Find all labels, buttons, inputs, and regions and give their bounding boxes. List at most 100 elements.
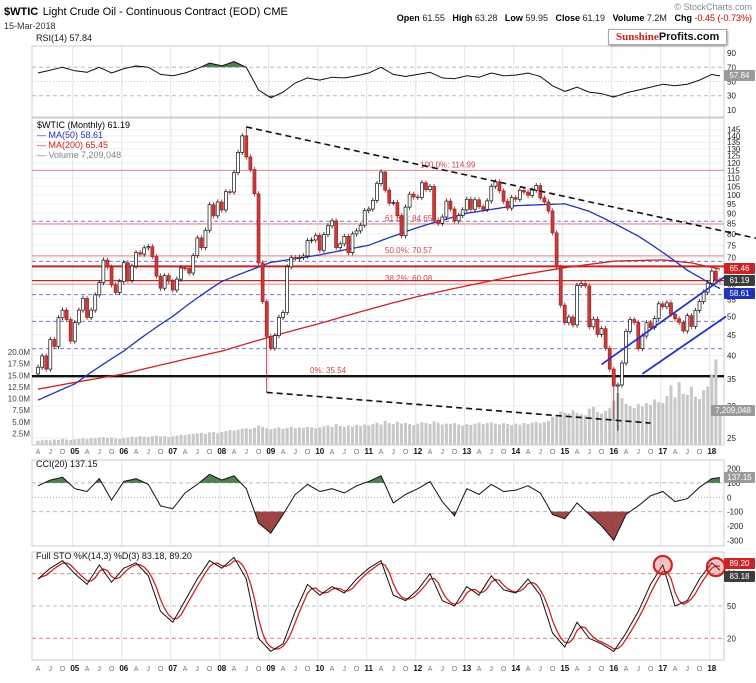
svg-text:A: A xyxy=(575,666,580,673)
svg-text:J: J xyxy=(196,449,200,456)
svg-text:O: O xyxy=(158,666,164,673)
sto-panel xyxy=(32,554,726,653)
ma200-value-tag: 65.46 xyxy=(724,263,755,274)
svg-text:J: J xyxy=(49,666,53,673)
cci-panel-label: CCI(20) 137.15 xyxy=(36,459,98,469)
stockcharts-credit: © StockCharts.com xyxy=(674,2,752,12)
chart-title: Light Crude Oil - Continuous Contract (E… xyxy=(42,6,288,18)
svg-text:70: 70 xyxy=(727,63,736,72)
svg-text:85: 85 xyxy=(727,219,736,228)
svg-text:J: J xyxy=(245,666,249,673)
legend-ma50: MA(50) 58.61 xyxy=(37,130,104,140)
open-value: 61.55 xyxy=(422,13,445,23)
svg-text:09: 09 xyxy=(266,447,275,456)
svg-text:2.5M: 2.5M xyxy=(12,429,30,438)
cci-value-tag: 137.15 xyxy=(724,472,755,483)
svg-text:A: A xyxy=(526,449,531,456)
legend-ma200: MA(200) 65.45 xyxy=(37,140,109,150)
svg-text:O: O xyxy=(550,666,556,673)
sto-k-value-tag: 83.18 xyxy=(724,571,755,582)
cci-panel xyxy=(32,473,724,542)
svg-text:40: 40 xyxy=(727,351,736,360)
svg-text:130: 130 xyxy=(727,145,741,154)
svg-text:7.5M: 7.5M xyxy=(12,406,30,415)
svg-text:J: J xyxy=(245,449,249,456)
svg-text:O: O xyxy=(697,449,703,456)
svg-text:50: 50 xyxy=(727,602,736,611)
svg-text:A: A xyxy=(36,666,41,673)
rising-channel-upper xyxy=(601,275,727,366)
svg-text:A: A xyxy=(428,449,433,456)
svg-text:10: 10 xyxy=(315,447,324,456)
date-axis: A J O 05 A J O 06 A J O 07 A J O 08 A J O 09 A J O 10 A J O 11 A J O 12… xyxy=(36,447,717,673)
logo-text-sunshine: Sunshine xyxy=(616,31,659,43)
svg-text:145: 145 xyxy=(727,126,741,135)
svg-text:O: O xyxy=(501,666,507,673)
volume-bars xyxy=(36,359,722,445)
svg-text:90: 90 xyxy=(727,49,736,58)
svg-text:05: 05 xyxy=(70,664,79,673)
svg-text:O: O xyxy=(501,449,507,456)
svg-text:O: O xyxy=(648,449,654,456)
sto-highlight-circle xyxy=(705,557,726,578)
svg-text:A: A xyxy=(232,449,237,456)
svg-text:30: 30 xyxy=(727,92,736,101)
svg-text:A: A xyxy=(428,666,433,673)
svg-text:A: A xyxy=(134,449,139,456)
svg-text:J: J xyxy=(294,666,298,673)
svg-text:O: O xyxy=(452,666,458,673)
low-value: 59.95 xyxy=(525,13,548,23)
svg-text:O: O xyxy=(599,449,605,456)
svg-text:110: 110 xyxy=(727,174,740,183)
svg-text:O: O xyxy=(599,666,605,673)
svg-text:A: A xyxy=(477,449,482,456)
open-label: Open xyxy=(396,13,420,23)
svg-text:A: A xyxy=(281,449,286,456)
svg-text:J: J xyxy=(539,666,543,673)
svg-text:100: 100 xyxy=(727,479,741,488)
svg-text:95: 95 xyxy=(727,200,736,209)
svg-text:20.0M: 20.0M xyxy=(8,348,31,357)
svg-text:07: 07 xyxy=(168,447,177,456)
svg-text:J: J xyxy=(294,449,298,456)
svg-text:14: 14 xyxy=(511,664,520,673)
fib-label: 61.8%: 84.65 xyxy=(385,214,433,223)
svg-text:O: O xyxy=(305,666,311,673)
high-value: 63.28 xyxy=(474,13,498,23)
svg-text:A: A xyxy=(673,449,678,456)
svg-text:07: 07 xyxy=(168,664,177,673)
svg-text:15: 15 xyxy=(560,664,569,673)
svg-text:200: 200 xyxy=(727,465,741,474)
svg-text:105: 105 xyxy=(727,182,741,191)
svg-text:55: 55 xyxy=(727,296,736,305)
sunshine-profits-logo[interactable]: SunshineProfits.com xyxy=(608,29,728,45)
declining-support-line xyxy=(266,391,651,424)
svg-text:A: A xyxy=(183,449,188,456)
svg-text:A: A xyxy=(85,449,90,456)
svg-text:16: 16 xyxy=(609,664,618,673)
svg-text:O: O xyxy=(109,666,115,673)
svg-text:15: 15 xyxy=(560,447,569,456)
svg-text:O: O xyxy=(256,449,262,456)
svg-text:70: 70 xyxy=(727,253,736,262)
svg-text:09: 09 xyxy=(266,664,275,673)
svg-text:J: J xyxy=(539,449,543,456)
svg-text:O: O xyxy=(403,449,409,456)
legend-volume: Volume 7,209,048 xyxy=(37,150,122,160)
svg-text:J: J xyxy=(147,666,151,673)
svg-text:18: 18 xyxy=(707,447,716,456)
svg-text:17: 17 xyxy=(658,447,667,456)
svg-text:18: 18 xyxy=(707,664,716,673)
svg-text:O: O xyxy=(60,449,66,456)
svg-text:115: 115 xyxy=(727,166,740,175)
svg-text:O: O xyxy=(452,449,458,456)
svg-text:A: A xyxy=(673,666,678,673)
svg-text:O: O xyxy=(109,449,115,456)
svg-text:12.5M: 12.5M xyxy=(8,383,31,392)
ticker-symbol: $WTIC xyxy=(4,6,39,18)
svg-text:O: O xyxy=(354,666,360,673)
svg-text:15.0M: 15.0M xyxy=(8,371,31,380)
svg-text:A: A xyxy=(281,666,286,673)
svg-text:06: 06 xyxy=(119,664,128,673)
